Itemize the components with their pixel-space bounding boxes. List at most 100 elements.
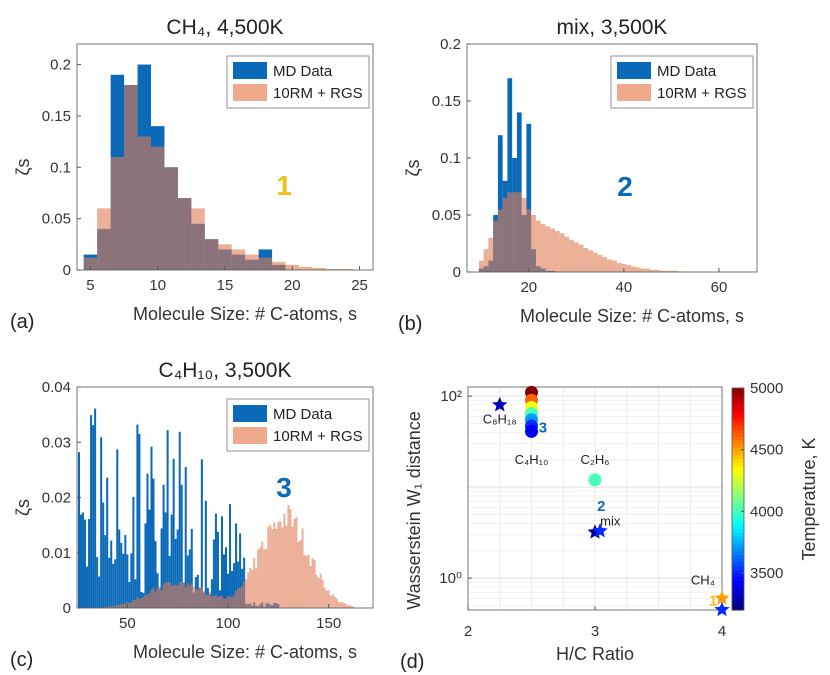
bar-rgs [507,192,513,272]
legend-swatch [617,84,651,101]
bar-md [130,553,133,608]
bar-rgs [635,267,641,272]
x-tick-label: 150 [316,615,341,632]
data-point-star [592,522,608,538]
bar-rgs [112,606,115,608]
colorbar-segment [732,602,744,607]
y-tick-label: 0.01 [42,545,71,562]
panel-label: (a) [10,311,34,333]
bar-rgs [164,167,178,270]
colorbar-segment [732,524,744,530]
bar-rgs [502,197,508,272]
bar-rgs [271,528,274,608]
bar-md [98,576,101,608]
bar-rgs [631,266,636,272]
colorbar-segment [732,484,744,489]
bar-md [136,424,139,608]
x-tick-label: 20 [284,277,301,294]
bar-rgs [97,208,111,270]
colorbar-segment [732,521,744,526]
y-tick-label: 0 [63,262,71,279]
colorbar-tick-label: 4000 [750,503,783,520]
bar-rgs [279,521,282,608]
y-tick-label: 0.04 [42,379,71,396]
point-annotation: C₄H₁₀ [515,452,549,467]
bar-rgs [177,198,192,270]
bar-rgs [218,595,221,608]
bar-rgs [251,569,254,608]
bar-md [80,514,83,608]
bar-rgs [120,604,123,608]
data-point-star [714,601,730,617]
bar-rgs [325,590,328,608]
bar-rgs [212,595,215,608]
bar-md [126,554,129,608]
bar-rgs [168,582,171,608]
panel-a: 5 10 15 20 25 0 0.05 0.1 0.15 0.2 CH₄, 4,500K Molec… [10,16,374,333]
bar-rgs [162,584,165,608]
bar-md [231,570,234,608]
bar-rgs [317,578,320,608]
bar-rgs [241,586,244,608]
colorbar-segment [732,428,744,433]
bar-md [186,555,189,608]
bar-rgs [186,583,189,608]
colorbar-segment [732,606,744,611]
x-tick-label: 50 [119,615,136,632]
bar-md [134,579,137,608]
colorbar-segment [732,495,744,500]
bar-rgs [216,596,219,608]
colorbar-segment [732,513,744,519]
bar-rgs [540,224,546,272]
bar-rgs [313,559,316,608]
colorbar-tick-label: 4500 [750,442,783,459]
bar-rgs [564,236,570,272]
point-annotation: CH₄ [691,573,715,588]
colorbar-segment [732,587,744,593]
bar-rgs [196,589,199,608]
data-point-circle [588,473,602,487]
bar-rgs [231,249,246,270]
bar-rgs [319,573,322,608]
bar-rgs [339,268,353,270]
bar-rgs [231,597,234,608]
bar-rgs [497,209,503,272]
colorbar-segment [732,580,744,585]
bar-rgs [156,588,159,608]
x-tick-label: 2 [464,623,472,640]
bar-md [154,541,157,608]
bar-rgs [170,585,173,608]
bar-rgs [333,596,336,608]
colorbar-segment [732,499,744,504]
bar-md [220,516,223,608]
x-tick-label: 10 [149,277,166,294]
bar-rgs [645,268,651,272]
bar-rgs [198,587,201,608]
legend-label: 10RM + RGS [657,85,747,102]
bar-rgs [184,587,187,608]
bar-rgs [204,239,219,270]
bar-md [166,430,169,608]
bar-rgs [303,554,306,608]
bar-md [174,538,177,608]
bar-md [216,531,219,608]
bar-rgs [588,250,593,272]
bar-rgs [673,270,679,272]
bar-md [122,553,125,608]
bar-rgs [150,589,153,608]
colorbar-segment [732,465,744,470]
bar-rgs [172,584,175,608]
bar-rgs [478,260,484,272]
region-number-label: 3 [276,472,292,503]
bar-rgs [164,582,167,608]
bar-md [227,573,230,608]
bar-rgs [202,590,205,608]
bar-rgs [592,252,598,272]
colorbar-segment [732,550,744,556]
bar-md [90,415,93,608]
colorbar-segment [732,598,744,604]
colorbar-segment [732,406,744,411]
bar-md [102,502,105,608]
bar-rgs [287,505,290,608]
